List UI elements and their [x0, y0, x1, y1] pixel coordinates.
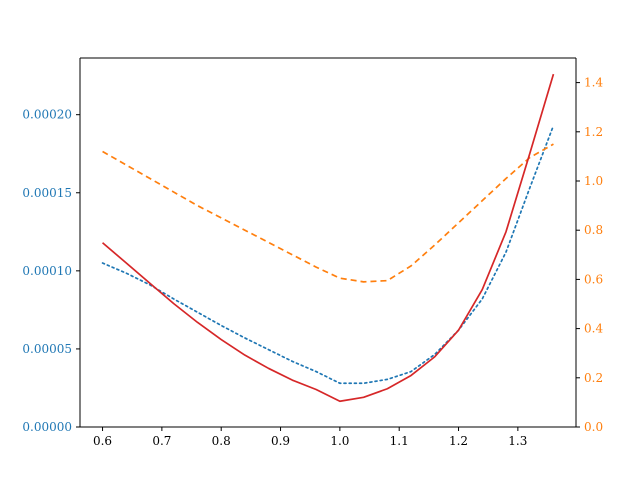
y-right-tick-label: 0.6: [584, 272, 603, 286]
y-right-tick-label: 0.8: [584, 223, 603, 237]
x-tick-label: 1.3: [508, 434, 527, 448]
y-right-tick-label: 1.0: [584, 174, 603, 188]
series-layer: [101, 73, 555, 403]
y-right-tick-label: 0.4: [584, 322, 603, 336]
series-line-3-solid: [101, 73, 555, 403]
series-line-2-dashed: [102, 143, 554, 283]
y-left-tick-label: 0.00015: [22, 186, 72, 200]
y-left-tick-label: 0.00010: [22, 264, 72, 278]
y-right-tick-label: 1.2: [584, 125, 603, 139]
x-tick-label: 1.1: [390, 434, 409, 448]
y-right-tick-label: 0.2: [584, 371, 603, 385]
y-left-tick-label: 0.00020: [22, 108, 72, 122]
y-left-tick-label: 0.00005: [22, 342, 72, 356]
x-tick-label: 1.2: [449, 434, 468, 448]
x-tick-label: 0.7: [152, 434, 171, 448]
x-tick-label: 1.0: [330, 434, 349, 448]
x-tick-label: 0.9: [271, 434, 290, 448]
series-line-1-dotted: [101, 124, 555, 385]
y-right-tick-label: 0.0: [584, 420, 603, 434]
x-tick-label: 0.6: [93, 434, 112, 448]
y-left-tick-label: 0.00000: [22, 420, 72, 434]
y-right-tick-label: 1.4: [584, 76, 603, 90]
axes-layer: 0.6 0.7 0.8 0.9 1.0 1.1 1.2 1.3 0.00000 0.00005 0.…: [22, 57, 603, 448]
x-tick-label: 0.8: [212, 434, 231, 448]
